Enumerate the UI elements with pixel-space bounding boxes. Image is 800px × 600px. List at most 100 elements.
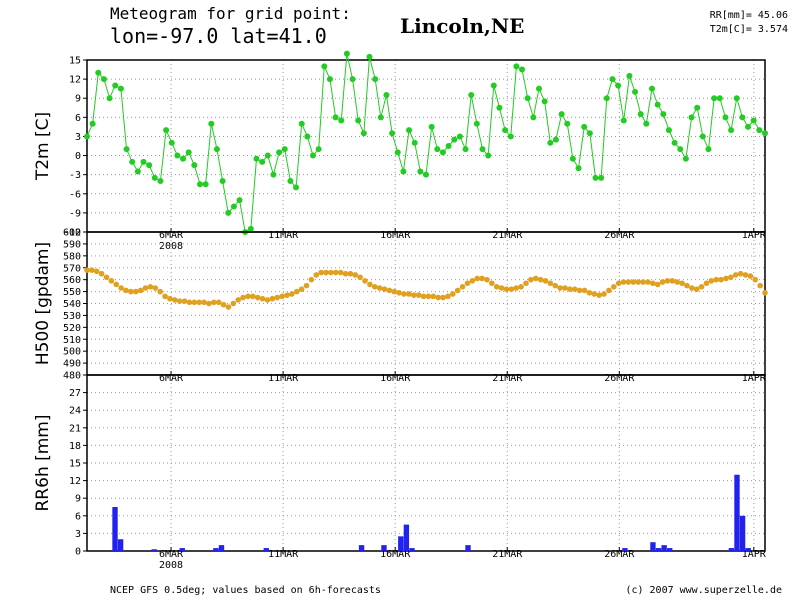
h500-point bbox=[225, 304, 232, 310]
h500-point bbox=[689, 285, 695, 291]
h500-point bbox=[323, 269, 329, 276]
h500-point bbox=[703, 280, 710, 287]
rr-bar bbox=[403, 524, 410, 551]
h500-point bbox=[376, 285, 383, 291]
t2m-point bbox=[728, 127, 735, 134]
y-tick-label: 530 bbox=[63, 311, 81, 322]
y-tick-label: 24 bbox=[69, 406, 81, 417]
h500-point bbox=[445, 293, 451, 300]
t2m-point bbox=[473, 120, 480, 127]
x-date-label: 26MAR bbox=[604, 549, 635, 560]
h500-point bbox=[474, 275, 481, 282]
mean-temperature: T2m[C]= 3.574 bbox=[709, 24, 788, 35]
y-tick-label: -9 bbox=[69, 208, 81, 219]
h500-point bbox=[464, 280, 471, 287]
h500-point bbox=[230, 300, 237, 307]
h500-point bbox=[128, 288, 134, 295]
t2m-point bbox=[197, 181, 203, 188]
t2m-point bbox=[326, 76, 333, 83]
rr-bar bbox=[650, 542, 656, 551]
h500-point bbox=[123, 287, 129, 294]
h500-point bbox=[664, 278, 671, 284]
t2m-point bbox=[547, 139, 554, 146]
t2m-point bbox=[366, 53, 373, 60]
t2m-series-line bbox=[86, 53, 766, 233]
t2m-point bbox=[377, 114, 384, 121]
y-tick-label: 580 bbox=[63, 251, 81, 262]
h500-point bbox=[679, 280, 685, 287]
h500-point bbox=[654, 281, 661, 288]
t2m-point bbox=[519, 66, 526, 73]
t2m-point bbox=[485, 152, 492, 159]
y-tick-label: 15 bbox=[69, 459, 81, 470]
t2m-point bbox=[117, 85, 124, 92]
t2m-point bbox=[705, 146, 712, 153]
h500-point bbox=[152, 285, 159, 291]
h500-point bbox=[298, 286, 305, 293]
h500-point bbox=[547, 280, 554, 287]
t2m-point bbox=[406, 127, 413, 134]
y-tick-label: 6 bbox=[75, 113, 81, 124]
rr-bar bbox=[117, 539, 124, 551]
t2m-point bbox=[259, 158, 266, 165]
h500-point bbox=[708, 278, 715, 284]
h500-point bbox=[450, 291, 456, 297]
y-tick-label: 600 bbox=[63, 228, 81, 239]
t2m-point bbox=[699, 133, 706, 140]
t2m-point bbox=[507, 133, 514, 140]
y-tick-label: 540 bbox=[63, 299, 81, 310]
h500-point bbox=[752, 276, 759, 283]
h500-point bbox=[518, 284, 524, 290]
x-date-label: 21MAR bbox=[492, 230, 523, 241]
t2m-point bbox=[490, 82, 497, 89]
y-tick-label: 550 bbox=[63, 287, 81, 298]
t2m-point bbox=[581, 123, 588, 130]
h500-point bbox=[98, 270, 105, 277]
h500-point bbox=[425, 293, 432, 300]
h500-point bbox=[757, 282, 763, 289]
x-date-label: 21MAR bbox=[492, 549, 523, 560]
x-date-label: 16MAR bbox=[380, 373, 411, 384]
h500-point bbox=[430, 293, 437, 300]
t2m-point bbox=[592, 174, 599, 181]
x-date-label: 11MAR bbox=[268, 549, 299, 560]
h500-point bbox=[562, 285, 568, 291]
x-date-label: 6MAR bbox=[159, 230, 184, 241]
h500-point bbox=[635, 279, 641, 285]
h500-point bbox=[245, 293, 251, 300]
t2m-point bbox=[468, 92, 475, 99]
rr-bar bbox=[622, 548, 628, 551]
t2m-point bbox=[372, 76, 379, 83]
t2m-point bbox=[649, 85, 655, 92]
h500-point bbox=[650, 280, 656, 287]
h500-point bbox=[293, 288, 300, 295]
t2m-point bbox=[146, 162, 153, 169]
x-date-label: 26MAR bbox=[604, 373, 635, 384]
x-date-label: 11MAR bbox=[268, 230, 299, 241]
y-tick-label: 15 bbox=[69, 56, 81, 67]
t2m-point bbox=[609, 76, 616, 83]
h500-point bbox=[201, 299, 207, 306]
y-tick-label: 480 bbox=[63, 371, 81, 382]
t2m-point bbox=[564, 120, 571, 127]
t2m-point bbox=[360, 130, 367, 137]
panel-frame bbox=[86, 374, 766, 552]
h500-point bbox=[440, 294, 446, 301]
t2m-point bbox=[524, 95, 531, 102]
h500-point bbox=[645, 279, 651, 285]
h500-point bbox=[459, 284, 466, 290]
x-date-label: 11MAR bbox=[268, 373, 299, 384]
h500-point bbox=[259, 295, 266, 302]
t2m-point bbox=[603, 95, 610, 102]
t2m-point bbox=[168, 139, 175, 146]
h500-point bbox=[742, 272, 749, 278]
rr-bar bbox=[734, 474, 740, 551]
t2m-point bbox=[434, 146, 441, 153]
h500-point bbox=[89, 267, 95, 273]
copyright-credit: (c) 2007 www.superzelle.de bbox=[625, 585, 782, 596]
h500-point bbox=[157, 288, 163, 295]
rr-bar bbox=[409, 548, 415, 551]
y-tick-label: 21 bbox=[69, 423, 81, 434]
t2m-point bbox=[513, 63, 520, 70]
h500-point bbox=[508, 286, 515, 293]
